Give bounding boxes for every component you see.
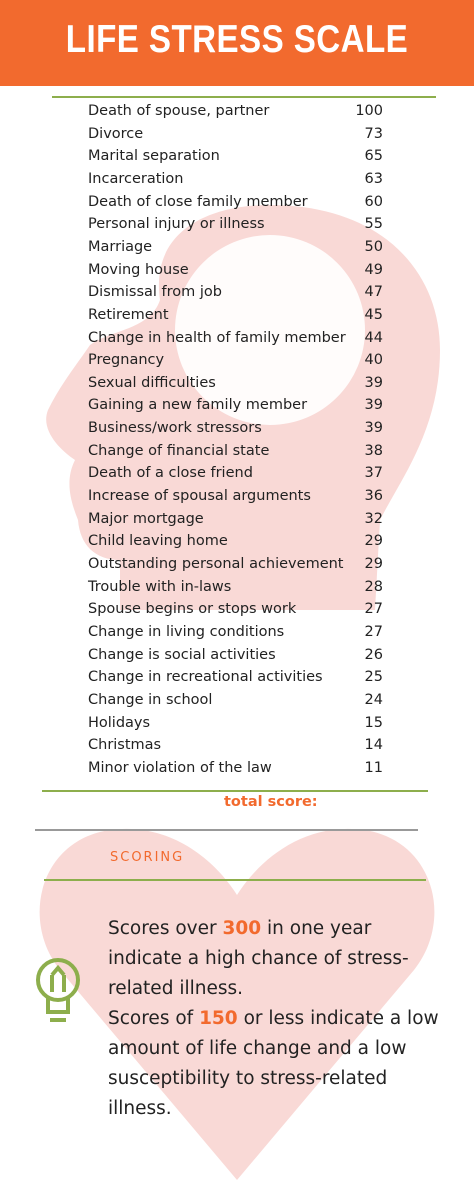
event-score: 32	[364, 510, 383, 527]
event-score: 50	[364, 238, 383, 255]
event-score: 26	[364, 646, 383, 663]
event-name: Change in recreational activities	[88, 669, 323, 686]
divider	[52, 96, 436, 98]
event-name: Gaining a new family member	[88, 397, 308, 414]
event-name: Spouse begins or stops work	[88, 601, 297, 618]
event-score: 55	[364, 216, 383, 233]
event-name: Sexual difficulties	[88, 374, 216, 391]
event-name: Personal injury or illness	[88, 216, 265, 233]
event-score: 37	[364, 465, 383, 482]
event-score: 63	[364, 170, 383, 187]
event-score: 36	[364, 488, 383, 505]
event-score: 27	[364, 601, 383, 618]
header-bar: LIFE STRESS SCALE	[0, 0, 474, 86]
event-name: Major mortgage	[88, 510, 204, 527]
event-name: Dismissal from job	[88, 284, 222, 301]
event-name: Marriage	[88, 238, 153, 255]
event-name: Change in living conditions	[88, 623, 285, 640]
event-name: Change of financial state	[88, 442, 270, 459]
event-score: 15	[364, 714, 383, 731]
event-score: 25	[364, 669, 383, 686]
heart-shape	[39, 828, 435, 1180]
event-name: Business/work stressors	[88, 420, 262, 437]
event-score: 100	[355, 103, 383, 119]
event-name: Holidays	[88, 714, 151, 731]
divider	[35, 829, 418, 831]
event-name: Christmas	[88, 737, 162, 754]
event-score: 27	[364, 623, 383, 640]
event-score: 45	[364, 306, 383, 323]
event-score: 39	[364, 420, 383, 437]
text: Scores over	[108, 918, 217, 939]
event-score: 24	[364, 691, 383, 708]
event-name: Death of spouse, partner	[88, 103, 270, 119]
text: or less indicate a low amount of life ch…	[108, 1008, 439, 1119]
event-name: Minor violation of the law	[88, 759, 272, 776]
event-name: Change in health of family member	[88, 329, 346, 346]
event-score: 38	[364, 442, 383, 459]
scoring-heading: SCORING	[110, 850, 185, 865]
event-name: Trouble with in-laws	[88, 578, 232, 595]
scoring-paragraph: Scores over 300 in one year indicate a h…	[108, 914, 443, 1004]
divider	[44, 879, 426, 881]
head-circle	[175, 235, 365, 425]
text: Scores of	[108, 1008, 194, 1029]
text: in one year indicate a high chance of st…	[108, 918, 409, 999]
event-name: Moving house	[88, 261, 189, 278]
event-score: 28	[364, 578, 383, 595]
event-name: Marital separation	[88, 148, 220, 165]
event-score: 29	[364, 556, 383, 572]
event-score: 65	[364, 148, 383, 165]
event-name: Death of a close friend	[88, 465, 253, 482]
event-score: 49	[364, 261, 383, 278]
event-name: Change in school	[88, 691, 213, 708]
event-name: Increase of spousal arguments	[88, 488, 311, 505]
event-score: 73	[364, 125, 383, 142]
divider	[42, 790, 428, 792]
scoring-paragraph: Scores of 150 or less indicate a low amo…	[108, 1004, 443, 1124]
bulb-icon	[36, 958, 80, 1022]
event-name: Retirement	[88, 306, 169, 323]
event-score: 47	[364, 284, 383, 301]
title: LIFE STRESS SCALE	[65, 18, 409, 61]
highlight-number: 300	[222, 918, 262, 939]
scoring-text: Scores over 300 in one year indicate a h…	[108, 914, 443, 1124]
event-score: 39	[364, 397, 383, 414]
event-name: Child leaving home	[88, 533, 228, 550]
event-score: 60	[364, 193, 383, 210]
total-label: total score:	[224, 794, 318, 810]
event-score: 29	[364, 533, 383, 550]
event-name: Pregnancy	[88, 352, 165, 369]
event-score: 14	[364, 737, 383, 754]
event-score: 40	[364, 352, 383, 369]
event-name: Change is social activities	[88, 646, 276, 663]
event-name: Incarceration	[88, 170, 184, 187]
event-name: Death of close family member	[88, 193, 308, 210]
event-score: 39	[364, 374, 383, 391]
event-name: Outstanding personal achievement	[88, 556, 344, 572]
event-name: Divorce	[88, 125, 144, 142]
event-score: 44	[364, 329, 383, 346]
highlight-number: 150	[199, 1008, 238, 1029]
event-score: 11	[364, 759, 383, 776]
